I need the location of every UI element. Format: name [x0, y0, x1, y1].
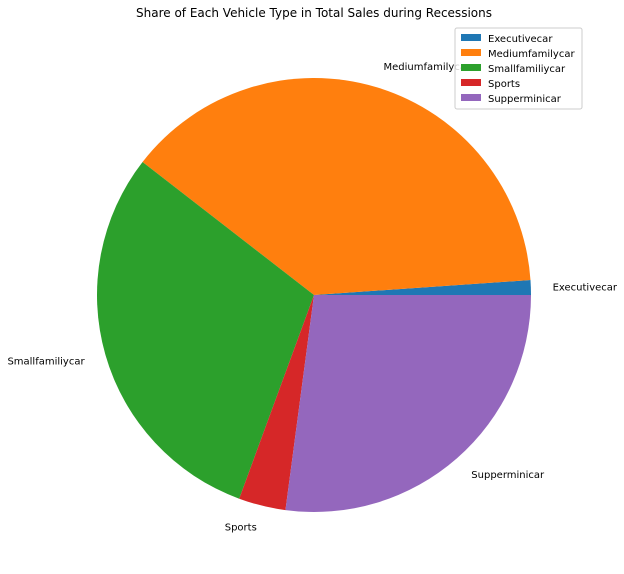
legend-swatch-executivecar: [461, 34, 481, 41]
slice-label-mediumfamilycar: Mediumfamilycar: [384, 62, 471, 73]
slice-label-executivecar: Executivecar: [553, 282, 618, 293]
legend-label-smallfamiliycar: Smallfamiliycar: [488, 64, 566, 75]
legend-label-mediumfamilycar: Mediumfamilycar: [488, 49, 575, 60]
pie-slice-supperminicar: [285, 295, 531, 512]
pie-slice-executivecar: [314, 280, 531, 295]
pie-slice-mediumfamilycar: [142, 78, 531, 295]
pie-labels: Executivecar Mediumfamilycar Smallfamiliyc…: [7, 62, 617, 533]
slice-label-smallfamiliycar: Smallfamiliycar: [7, 356, 85, 367]
legend-swatch-mediumfamilycar: [461, 49, 481, 56]
slice-label-supperminicar: Supperminicar: [471, 470, 545, 481]
chart-title: Share of Each Vehicle Type in Total Sale…: [136, 6, 492, 20]
pie-slices: [96, 78, 531, 512]
chart-legend: Executivecar Mediumfamilycar Smallfamiliyc…: [454, 27, 583, 110]
pie-slice-smallfamiliycar: [96, 162, 314, 499]
legend-box: [454, 27, 583, 110]
legend-label-supperminicar: Supperminicar: [488, 94, 562, 105]
legend-label-sports: Sports: [488, 79, 520, 90]
legend-swatch-supperminicar: [461, 94, 481, 101]
legend-swatch-sports: [461, 79, 481, 86]
legend-swatch-smallfamiliycar: [461, 64, 481, 71]
legend-label-executivecar: Executivecar: [488, 34, 553, 45]
pie-slice-sports: [239, 295, 314, 511]
slice-label-sports: Sports: [225, 522, 257, 533]
